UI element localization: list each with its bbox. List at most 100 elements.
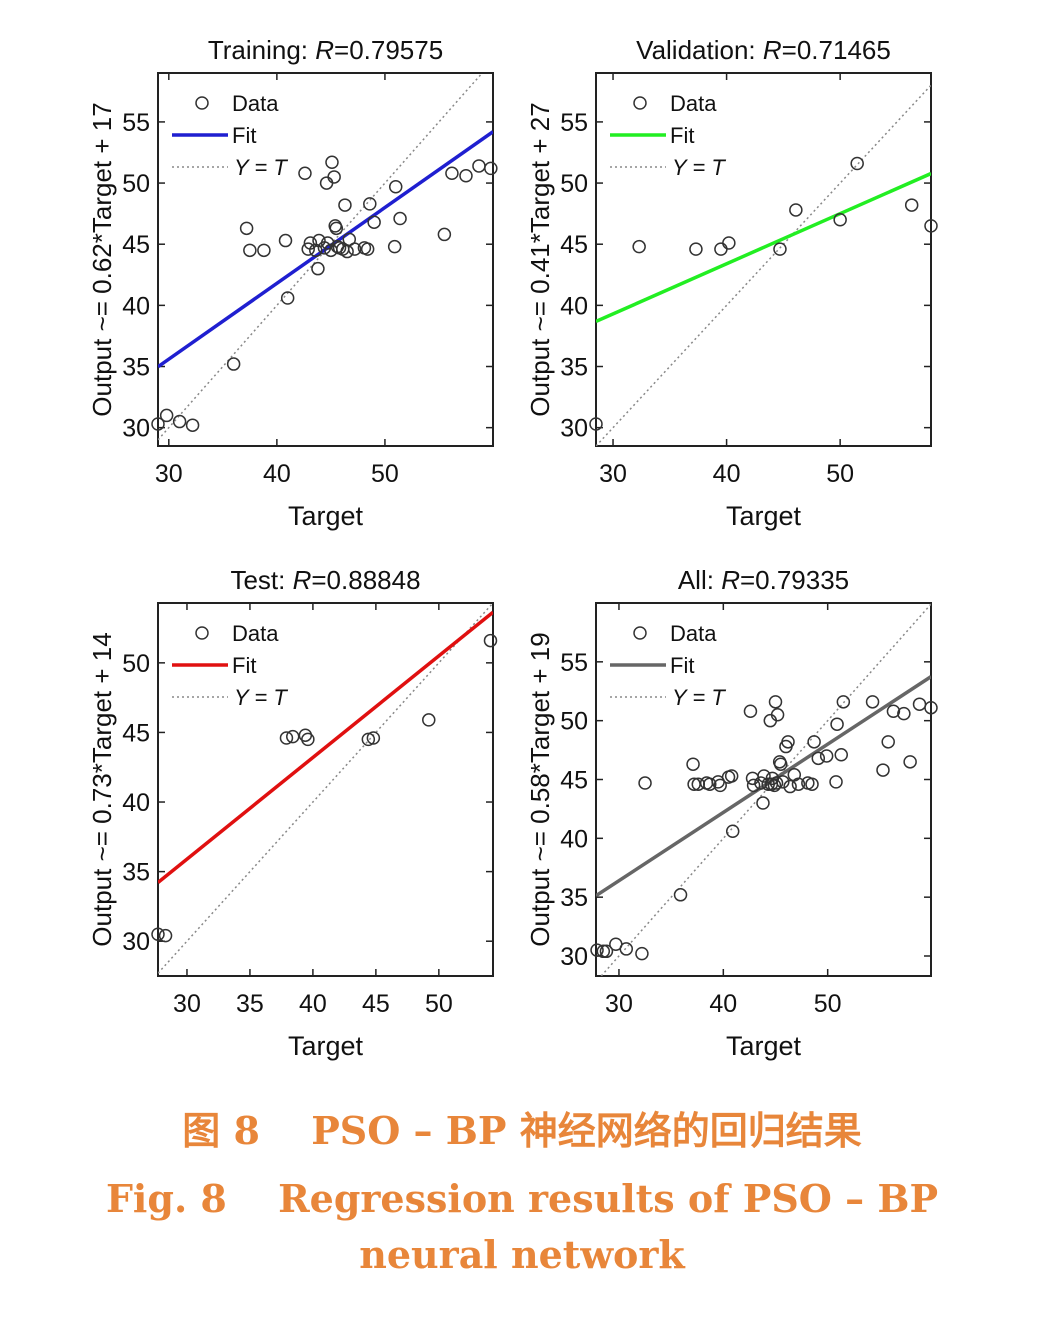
chart-title-prefix: Validation: <box>636 35 763 65</box>
data-point <box>388 179 403 194</box>
chart-title: Validation: R=0.71465 <box>636 35 891 65</box>
x-axis-label: Target <box>288 501 364 531</box>
data-point <box>791 777 806 791</box>
data-point <box>338 198 352 212</box>
data-point <box>805 777 819 791</box>
identity-line <box>596 84 931 446</box>
data-point <box>632 239 646 254</box>
data-point <box>686 757 700 771</box>
data-point <box>757 769 771 783</box>
data-point <box>833 213 847 227</box>
y-axis-label: Output ~= 0.41*Target + 27 <box>525 102 555 416</box>
fit-line <box>596 171 931 324</box>
y-tick-label: 50 <box>560 170 588 198</box>
legend-fit-label: Fit <box>670 123 694 148</box>
x-axis-label: Target <box>726 501 802 531</box>
identity-line <box>158 73 483 441</box>
data-point <box>393 211 407 226</box>
data-point <box>280 291 295 305</box>
data-point <box>619 942 634 956</box>
legend-data-marker <box>195 626 209 640</box>
legend-data-label: Data <box>232 91 279 116</box>
legend-fit-label: Fit <box>232 123 256 148</box>
data-point <box>257 243 271 258</box>
chart-panel-3: Test: R=0.88848 30 35 40 45 50 30 35 40 45 50 Targe… <box>87 565 498 1061</box>
caption-english-line1: Fig. 8 Regression results of PSO – BP <box>105 1176 939 1221</box>
data-point <box>363 197 377 211</box>
identity-line <box>158 603 493 974</box>
legend-identity-label: Y = T <box>234 155 288 180</box>
data-point <box>783 779 797 794</box>
data-point <box>459 168 473 183</box>
y-axis-label: Output ~= 0.58*Target + 19 <box>525 632 555 946</box>
x-tick-label: 30 <box>605 990 633 1018</box>
data-point <box>596 944 611 959</box>
data-point <box>924 219 938 233</box>
legend-identity-label: Y = T <box>672 685 726 710</box>
chart-panel-1: Training: R=0.79575 30 40 50 30 35 40 45 50 55 Tar… <box>87 35 498 531</box>
data-point <box>756 796 770 810</box>
y-tick-label: 40 <box>122 292 150 320</box>
data-point <box>768 695 783 709</box>
data-point <box>422 713 436 727</box>
data-point <box>781 735 795 749</box>
data-point <box>329 221 344 236</box>
data-point <box>769 776 784 790</box>
data-point <box>807 735 821 749</box>
legend-identity-label: Y = T <box>234 685 288 710</box>
chart-title-r: R <box>315 35 334 65</box>
data-point <box>897 706 911 721</box>
chart-title-value: =0.71465 <box>782 35 891 65</box>
legend-data-label: Data <box>670 91 717 116</box>
data-point <box>836 695 851 709</box>
data-point <box>904 198 919 212</box>
y-tick-label: 35 <box>560 884 588 912</box>
data-point <box>903 755 917 769</box>
data-point <box>703 777 717 791</box>
x-tick-label: 40 <box>263 460 291 488</box>
chart-title-value: =0.79335 <box>740 565 849 595</box>
data-point <box>724 769 739 783</box>
x-tick-label: 40 <box>713 460 741 488</box>
data-point <box>635 946 649 961</box>
data-point <box>776 775 790 789</box>
data-point <box>754 776 768 790</box>
data-point <box>770 708 785 722</box>
y-tick-label: 45 <box>122 719 150 747</box>
data-point <box>279 731 294 745</box>
y-tick-label: 30 <box>122 928 150 956</box>
chart-title-prefix: Training: <box>208 35 315 65</box>
chart-title-r: R <box>721 565 740 595</box>
data-point <box>829 775 843 789</box>
data-point <box>309 243 323 258</box>
x-tick-label: 30 <box>599 460 627 488</box>
data-point <box>185 418 200 432</box>
data-point <box>713 778 727 793</box>
y-tick-label: 40 <box>122 789 150 817</box>
data-point <box>830 717 844 731</box>
data-point <box>865 695 880 709</box>
y-tick-label: 35 <box>122 354 150 382</box>
data-point <box>789 203 803 217</box>
x-tick-label: 50 <box>425 990 453 1018</box>
legend-data-marker <box>195 96 209 110</box>
data-point <box>673 888 688 902</box>
data-point <box>881 735 895 749</box>
x-axis-label: Target <box>726 1031 802 1061</box>
data-point <box>172 414 187 429</box>
x-tick-label: 50 <box>814 990 842 1018</box>
chart-title: All: R=0.79335 <box>678 565 849 595</box>
y-tick-label: 55 <box>560 109 588 137</box>
y-tick-label: 40 <box>560 292 588 320</box>
data-point <box>445 166 459 181</box>
chart-title-value: =0.88848 <box>311 565 420 595</box>
y-tick-label: 55 <box>122 109 150 137</box>
data-point <box>366 731 381 745</box>
data-point <box>158 928 173 943</box>
data-point <box>722 236 736 250</box>
data-point <box>327 170 341 184</box>
plot-frame <box>157 602 494 977</box>
data-point <box>689 242 703 256</box>
y-tick-label: 50 <box>122 170 150 198</box>
